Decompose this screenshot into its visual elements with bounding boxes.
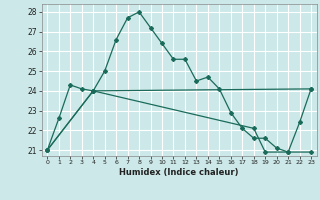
X-axis label: Humidex (Indice chaleur): Humidex (Indice chaleur) (119, 168, 239, 177)
